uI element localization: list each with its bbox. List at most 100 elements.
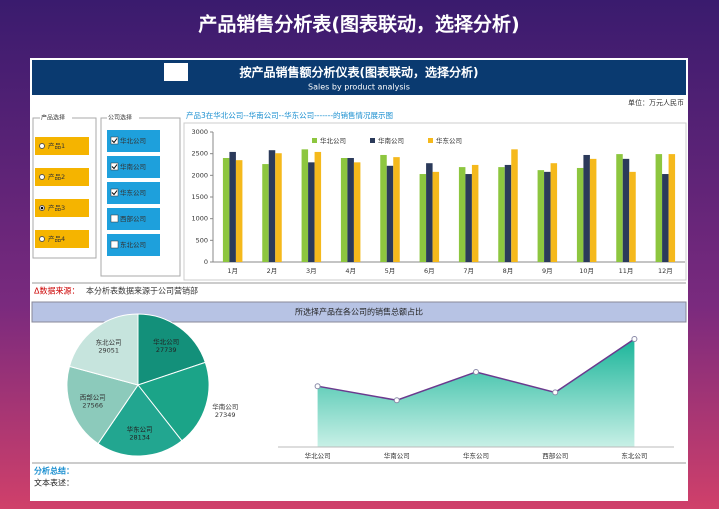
- bar: [576, 167, 584, 262]
- legend-swatch: [428, 138, 433, 143]
- pie-label-value: 28134: [129, 433, 150, 441]
- pie-label-value: 27349: [215, 411, 236, 419]
- point: [393, 397, 400, 404]
- source-text: 本分析表数据来源于公司营销部: [86, 286, 198, 296]
- pie-label-value: 27566: [82, 402, 103, 410]
- bar: [347, 158, 354, 262]
- legend-swatch: [370, 138, 375, 143]
- pie-slice: [97, 384, 183, 457]
- bar: [353, 162, 361, 262]
- y-tick-label: 2000: [191, 171, 208, 179]
- pie-slice: [68, 313, 139, 386]
- bar: [426, 163, 433, 262]
- radio-button[interactable]: [35, 230, 89, 248]
- point: [552, 389, 559, 396]
- bar: [471, 164, 479, 262]
- bar: [308, 162, 315, 262]
- checkbox: [110, 240, 119, 249]
- x-tick-label: 5月: [385, 267, 396, 275]
- x-tick-label: 7月: [463, 267, 474, 275]
- radio-selected: [40, 206, 44, 210]
- pie-label-name: 东北公司: [96, 338, 122, 347]
- x-tick-label: 11月: [619, 267, 634, 275]
- x-tick-label: 12月: [658, 267, 673, 275]
- checkbox: [110, 188, 119, 197]
- bar: [458, 167, 466, 262]
- pie-label-value: 27739: [156, 346, 177, 354]
- checkbox-button[interactable]: [107, 208, 160, 230]
- check: [111, 164, 118, 170]
- checkbox: [110, 136, 119, 145]
- header-band: [32, 60, 686, 95]
- pie-slice: [137, 313, 206, 386]
- pie-label-value: 29051: [98, 347, 119, 355]
- bar: [504, 164, 512, 262]
- area: [317, 338, 635, 447]
- bar: [511, 149, 518, 262]
- group-label: 产品选择: [41, 114, 65, 122]
- x-tick-label: 华南公司: [384, 451, 410, 460]
- checkbox-label: 华东公司: [120, 188, 146, 197]
- pie-header-band: [31, 301, 687, 323]
- y-tick-label: 1000: [191, 215, 208, 223]
- radio-button[interactable]: [35, 168, 89, 186]
- checkbox-button[interactable]: [107, 130, 160, 152]
- pie-label-name: 华东公司: [127, 424, 153, 433]
- checkbox-label: 华南公司: [120, 162, 146, 171]
- bar: [622, 158, 630, 262]
- y-tick-label: 3000: [191, 128, 208, 136]
- radio-label: 产品1: [48, 141, 65, 150]
- dashboard-subtitle: Sales by product analysis: [308, 83, 410, 92]
- bar: [465, 174, 472, 262]
- checkbox-label: 华北公司: [120, 136, 146, 145]
- check: [111, 138, 118, 144]
- bar-frame: [183, 122, 687, 281]
- bar: [629, 171, 636, 262]
- unit: 单位：万元人民币: [628, 98, 684, 107]
- company-group: [100, 117, 181, 277]
- x-tick-label: 4月: [345, 267, 356, 275]
- bar: [268, 150, 276, 262]
- checkbox-label: 东北公司: [120, 240, 146, 249]
- radio-label: 产品4: [48, 234, 65, 243]
- radio-label: 产品3: [48, 203, 65, 212]
- group-label: 公司选择: [108, 114, 132, 122]
- bar: [393, 157, 400, 262]
- pie-label-name: 西部公司: [80, 393, 106, 402]
- checkbox-button[interactable]: [107, 234, 160, 256]
- radio-button[interactable]: [35, 199, 89, 217]
- x-tick-label: 9月: [542, 267, 553, 275]
- bar: [583, 154, 590, 262]
- bar: [235, 160, 243, 262]
- x-tick-label: 1月: [227, 267, 238, 275]
- bar: [419, 174, 427, 262]
- point: [631, 335, 638, 342]
- pie-header: 所选择产品在各公司的销售总额占比: [295, 307, 423, 317]
- checkbox: [110, 214, 119, 223]
- radio-button[interactable]: [35, 137, 89, 155]
- x-tick-label: 6月: [424, 267, 435, 275]
- bar: [275, 153, 282, 262]
- radio-dot: [39, 174, 45, 180]
- pie-label-name: 华北公司: [153, 337, 179, 346]
- checkbox-button[interactable]: [107, 156, 160, 178]
- bar: [662, 174, 669, 262]
- checkbox-button[interactable]: [107, 182, 160, 204]
- x-tick-label: 10月: [579, 267, 594, 275]
- dashboard-title: 按产品销售额分析仪表(图表联动，选择分析): [240, 65, 479, 80]
- legend-label: 华南公司: [378, 136, 404, 145]
- page-title: 产品销售分析表(图表联动，选择分析): [198, 13, 519, 36]
- checkbox: [110, 162, 119, 171]
- y-tick-label: 0: [204, 258, 208, 266]
- y-tick-label: 500: [196, 236, 208, 244]
- summary-label: 分析总结：: [34, 466, 74, 476]
- bar: [340, 158, 348, 262]
- bar: [262, 164, 269, 262]
- bar: [498, 167, 505, 262]
- bar: [386, 165, 394, 262]
- bar: [380, 154, 387, 262]
- pie-label-name: 华南公司: [212, 402, 238, 411]
- bar: [589, 158, 597, 262]
- radio-dot: [39, 143, 45, 149]
